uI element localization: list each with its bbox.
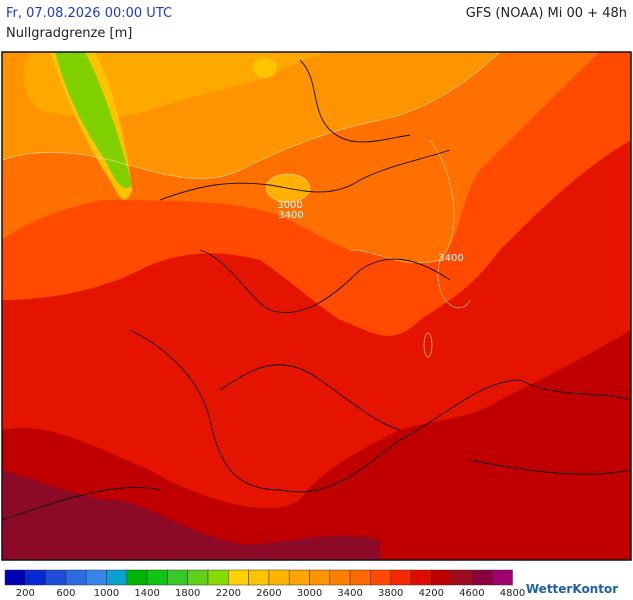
contour-label: 3400 — [278, 210, 303, 221]
colorbar-swatch — [288, 569, 310, 586]
colorbar-swatch — [451, 569, 473, 586]
colorbar-label: 1800 — [175, 588, 200, 599]
date-label: Fr, 07.08.2026 00:00 UTC — [6, 6, 173, 21]
colorbar-label: 1000 — [94, 588, 119, 599]
colorbar-label: 4600 — [459, 588, 484, 599]
logo: WetterKontor — [526, 582, 618, 596]
colorbar-swatch — [106, 569, 128, 586]
map-frame — [1, 51, 632, 561]
colorbar-swatch — [309, 569, 331, 586]
colorbar-label: 2200 — [216, 588, 241, 599]
colorbar-swatch — [431, 569, 452, 586]
colorbar-swatch — [268, 569, 290, 586]
colorbar-swatch — [471, 569, 493, 586]
contour-labels: 3000 3400 3400 — [277, 200, 463, 264]
contour-label: 3000 — [277, 200, 302, 211]
colorbar-swatch — [126, 569, 148, 586]
colorbar-label: 3800 — [378, 588, 403, 599]
colorbar-label: 1400 — [134, 588, 159, 599]
colorbar-swatch — [370, 569, 391, 586]
colorbar-swatch — [349, 569, 371, 586]
colorbar-label: 4800 — [500, 588, 525, 599]
colorbar-swatch — [491, 569, 513, 586]
colorbar-label: 2600 — [256, 588, 281, 599]
colorbar-label: 3400 — [337, 588, 362, 599]
colorbar: 200 600 1000 1400 1800 2200 2600 3000 3400 3800 42… — [4, 569, 525, 599]
colorbar-label: 600 — [56, 588, 75, 599]
colorbar-swatch — [207, 569, 229, 586]
colorbar-swatch — [390, 569, 412, 586]
parameter-label: Nullgradgrenze [m] — [6, 26, 133, 41]
model-label: GFS (NOAA) Mi 00 + 48h — [465, 6, 627, 21]
colorbar-label: 200 — [16, 588, 35, 599]
colorbar-swatch — [410, 569, 432, 586]
contour-label: 3400 — [438, 253, 463, 264]
colorbar-swatch — [65, 569, 87, 586]
colorbar-swatch — [25, 569, 46, 586]
colorbar-swatch — [167, 569, 188, 586]
colorbar-label: 3000 — [297, 588, 322, 599]
colorbar-swatch — [85, 569, 107, 586]
colorbar-swatch — [4, 569, 26, 586]
colorbar-swatch — [146, 569, 168, 586]
colorbar-swatch — [45, 569, 67, 586]
colorbar-swatch — [248, 569, 270, 586]
colorbar-swatch — [329, 569, 351, 586]
colorbar-label: 4200 — [419, 588, 444, 599]
colorbar-swatch — [187, 569, 209, 586]
colorbar-swatch — [228, 569, 249, 586]
map-fill — [2, 52, 631, 560]
